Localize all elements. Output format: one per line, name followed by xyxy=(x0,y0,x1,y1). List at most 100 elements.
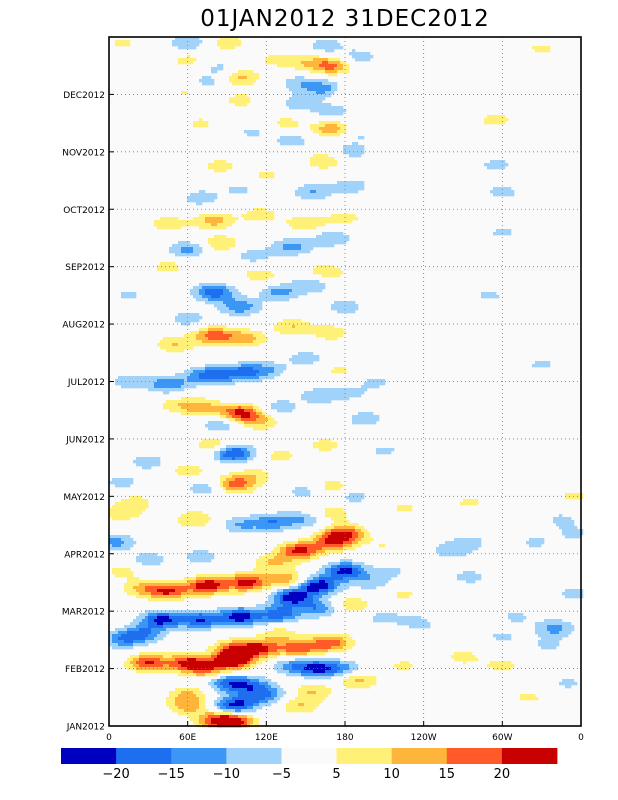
heatmap-cell xyxy=(133,496,137,500)
heatmap-cell xyxy=(313,598,317,602)
heatmap-cell xyxy=(316,289,320,293)
heatmap-cell xyxy=(202,487,206,491)
heatmap-cell xyxy=(232,328,236,332)
heatmap-cell xyxy=(214,406,218,410)
heatmap-cell xyxy=(187,412,191,416)
heatmap-cell xyxy=(208,586,212,590)
heatmap-cell xyxy=(187,316,191,320)
heatmap-cell xyxy=(244,469,248,473)
heatmap-cell xyxy=(346,67,350,71)
heatmap-cell xyxy=(193,550,197,554)
heatmap-cell xyxy=(148,595,152,599)
heatmap-cell xyxy=(259,370,263,374)
heatmap-cell xyxy=(226,238,230,242)
heatmap-cell xyxy=(346,523,350,527)
heatmap-cell xyxy=(565,493,569,497)
heatmap-cell xyxy=(274,289,278,293)
heatmap-cell xyxy=(322,595,326,599)
heatmap-cell xyxy=(181,586,185,590)
heatmap-cell xyxy=(217,589,221,593)
heatmap-cell xyxy=(118,379,122,383)
heatmap-cell xyxy=(367,571,371,575)
heatmap-cell xyxy=(328,331,332,335)
heatmap-cell xyxy=(271,295,275,299)
heatmap-cell xyxy=(199,190,203,194)
heatmap-cell xyxy=(214,379,218,383)
heatmap-cell xyxy=(214,454,218,458)
heatmap-cell xyxy=(316,538,320,542)
heatmap-cell xyxy=(301,586,305,590)
heatmap-cell xyxy=(364,583,368,587)
heatmap-cell xyxy=(472,571,476,575)
heatmap-cell xyxy=(163,262,167,266)
heatmap-cell xyxy=(376,583,380,587)
heatmap-cell xyxy=(331,541,335,545)
heatmap-cell xyxy=(223,223,227,227)
heatmap-cell xyxy=(265,559,269,563)
heatmap-cell xyxy=(565,532,569,536)
heatmap-cell xyxy=(298,358,302,362)
heatmap-cell xyxy=(250,298,254,302)
heatmap-cell xyxy=(220,379,224,383)
heatmap-cell xyxy=(295,55,299,59)
heatmap-cell xyxy=(193,199,197,203)
heatmap-cell xyxy=(286,550,290,554)
heatmap-cell xyxy=(202,370,206,374)
heatmap-cell xyxy=(259,307,263,311)
heatmap-cell xyxy=(325,82,329,86)
heatmap-cell xyxy=(190,409,194,413)
heatmap-cell xyxy=(313,397,317,401)
heatmap-cell xyxy=(193,253,197,257)
heatmap-cell xyxy=(538,46,542,50)
heatmap-cell xyxy=(220,589,224,593)
heatmap-cell xyxy=(211,577,215,581)
heatmap-cell xyxy=(271,529,275,533)
heatmap-cell xyxy=(571,529,575,533)
heatmap-cell xyxy=(196,334,200,338)
heatmap-cell xyxy=(130,385,134,389)
heatmap-cell xyxy=(556,523,560,527)
heatmap-cell xyxy=(253,418,257,422)
heatmap-cell xyxy=(217,439,221,443)
heatmap-cell xyxy=(289,85,293,89)
heatmap-cell xyxy=(364,568,368,572)
heatmap-cell xyxy=(331,514,335,518)
heatmap-cell xyxy=(163,376,167,380)
heatmap-cell xyxy=(181,91,185,95)
heatmap-cell xyxy=(301,523,305,527)
heatmap-cell xyxy=(334,241,338,245)
heatmap-cell xyxy=(241,190,245,194)
heatmap-cell xyxy=(235,484,239,488)
heatmap-cell xyxy=(328,133,332,137)
heatmap-cell xyxy=(316,397,320,401)
heatmap-cell xyxy=(367,385,371,389)
heatmap-cell xyxy=(238,313,242,317)
heatmap-cell xyxy=(316,604,320,608)
heatmap-cell xyxy=(205,556,209,560)
heatmap-cell xyxy=(343,181,347,185)
heatmap-cell xyxy=(319,70,323,74)
heatmap-cell xyxy=(322,583,326,587)
heatmap-cell xyxy=(169,610,173,614)
heatmap-cell xyxy=(349,604,353,608)
heatmap-cell xyxy=(265,289,269,293)
heatmap-cell xyxy=(235,490,239,494)
heatmap-cell xyxy=(280,322,284,326)
heatmap-cell xyxy=(256,568,260,572)
heatmap-cell xyxy=(298,538,302,542)
heatmap-cell xyxy=(247,475,251,479)
heatmap-cell xyxy=(568,496,572,500)
heatmap-cell xyxy=(280,364,284,368)
heatmap-cell xyxy=(289,547,293,551)
heatmap-cell xyxy=(262,412,266,416)
heatmap-cell xyxy=(217,223,221,227)
heatmap-cell xyxy=(376,580,380,584)
heatmap-cell xyxy=(538,361,542,365)
heatmap-cell xyxy=(358,604,362,608)
heatmap-cell xyxy=(349,496,353,500)
heatmap-cell xyxy=(244,373,248,377)
heatmap-cell xyxy=(184,61,188,65)
heatmap-cell xyxy=(307,187,311,191)
heatmap-cell xyxy=(328,85,332,89)
heatmap-cell xyxy=(148,463,152,467)
